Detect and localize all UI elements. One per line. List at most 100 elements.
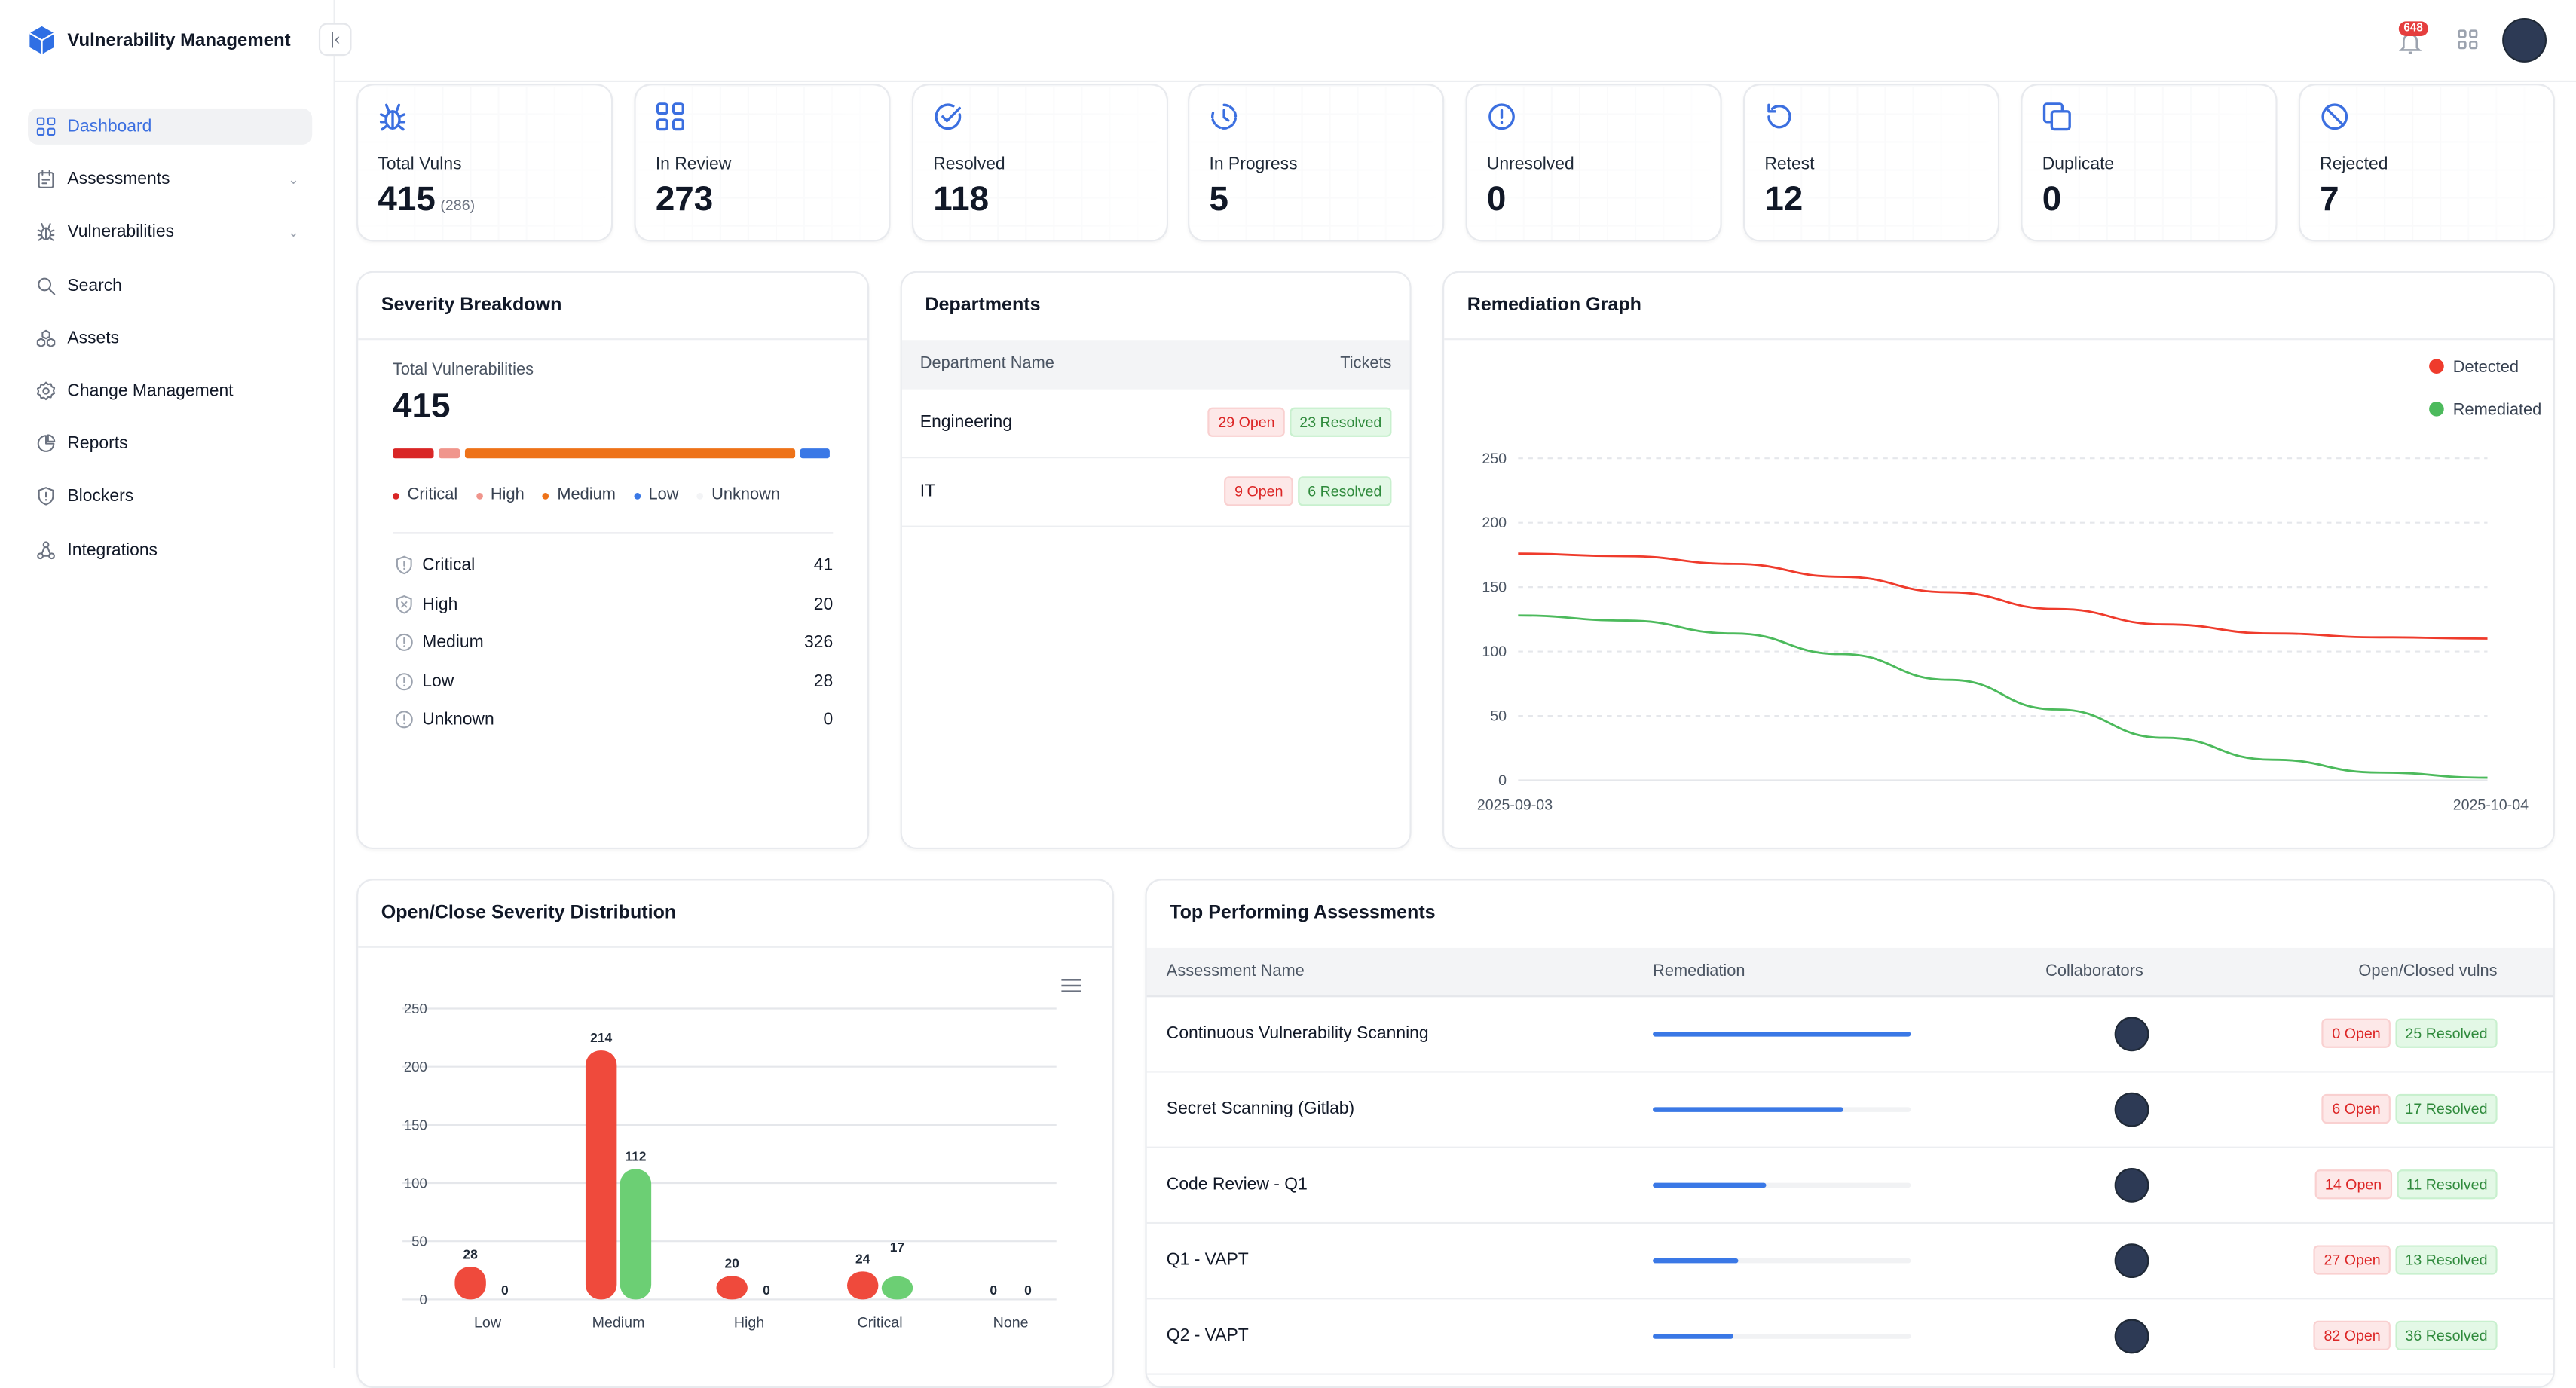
bug-icon bbox=[37, 223, 55, 241]
legend-item-unknown: Unknown bbox=[696, 486, 780, 504]
resolved-badge: 6 Resolved bbox=[1298, 476, 1392, 506]
data-label: 28 bbox=[463, 1246, 478, 1261]
data-label: 0 bbox=[990, 1283, 997, 1298]
series-line-detected bbox=[1518, 552, 2488, 640]
remediation-progress bbox=[1653, 1032, 1911, 1037]
chevron-down-icon: ⌄ bbox=[288, 224, 299, 240]
sidebar-item-assessments[interactable]: Assessments ⌄ bbox=[28, 161, 312, 197]
shield-icon bbox=[38, 487, 54, 506]
stat-card-retest[interactable]: Retest 12 bbox=[1742, 84, 2000, 242]
collaborator-avatar[interactable] bbox=[2114, 1017, 2149, 1052]
stat-label: Retest bbox=[1764, 154, 1815, 175]
data-label: 0 bbox=[501, 1283, 509, 1298]
assessment-row[interactable]: Code Review - Q1 14 Open 11 Resolved bbox=[1146, 1148, 2553, 1224]
severity-breakdown-panel: Severity Breakdown Total Vulnerabilities… bbox=[356, 271, 870, 850]
bar-medium-closed[interactable] bbox=[620, 1169, 652, 1300]
bar-critical-open[interactable] bbox=[847, 1271, 879, 1300]
stat-label: Duplicate bbox=[2042, 154, 2115, 175]
x-tick-label: High bbox=[734, 1314, 764, 1331]
bar-critical-closed[interactable] bbox=[881, 1276, 913, 1300]
assessment-row[interactable]: Secret Scanning (Gitlab) 6 Open 17 Resolv… bbox=[1146, 1073, 2553, 1148]
stat-label: Resolved bbox=[933, 154, 1005, 175]
legend-label[interactable]: Remediated bbox=[2453, 399, 2542, 418]
sidebar-item-blockers[interactable]: Blockers bbox=[28, 478, 312, 514]
sidebar-item-search[interactable]: Search bbox=[28, 268, 312, 304]
apps-grid-button[interactable] bbox=[2458, 29, 2478, 54]
legend-marker bbox=[2429, 402, 2444, 417]
legend-dot bbox=[633, 491, 641, 499]
stat-value: 0 bbox=[2042, 180, 2062, 219]
bar-low-open[interactable] bbox=[454, 1267, 486, 1300]
stat-card-duplicate[interactable]: Duplicate 0 bbox=[2021, 84, 2278, 242]
data-label: 17 bbox=[890, 1240, 904, 1255]
assessment-row[interactable]: Q1 - VAPT 27 Open 13 Resolved bbox=[1146, 1224, 2553, 1300]
collaborator-avatar[interactable] bbox=[2114, 1092, 2149, 1127]
stat-label: Rejected bbox=[2320, 154, 2388, 175]
stat-card-unresolved[interactable]: Unresolved 0 bbox=[1465, 84, 1722, 242]
severity-count: 28 bbox=[813, 671, 834, 691]
severity-label: Critical bbox=[422, 555, 476, 575]
bar-medium-open[interactable] bbox=[585, 1050, 617, 1300]
sidebar-item-label: Dashboard bbox=[67, 116, 152, 136]
data-label: 0 bbox=[763, 1283, 770, 1298]
shield-x-icon bbox=[396, 594, 412, 613]
column-header-open-closed: Open/Closed vulns bbox=[2358, 962, 2498, 981]
x-tick-label: Medium bbox=[592, 1314, 645, 1331]
column-header-tickets: Tickets bbox=[1340, 354, 1392, 373]
open-badge: 6 Open bbox=[2322, 1093, 2391, 1124]
user-avatar[interactable] bbox=[2502, 17, 2547, 63]
stat-card-in-progress[interactable]: In Progress 5 bbox=[1188, 84, 1445, 242]
open-badge: 27 Open bbox=[2314, 1245, 2391, 1275]
stat-card-in-review[interactable]: In Review 273 bbox=[634, 84, 891, 242]
resolved-badge: 17 Resolved bbox=[2395, 1093, 2498, 1124]
assessment-row[interactable]: Continuous Vulnerability Scanning 0 Open… bbox=[1146, 997, 2553, 1073]
app-logo[interactable]: Vulnerability Management bbox=[29, 26, 291, 54]
stat-value: 5 bbox=[1209, 180, 1228, 219]
chart-menu-button[interactable] bbox=[1061, 977, 1081, 998]
y-tick-label: 100 bbox=[404, 1176, 427, 1191]
alert-circle-icon bbox=[395, 672, 413, 690]
sidebar-item-label: Assessments bbox=[67, 169, 170, 189]
clipboard-icon bbox=[38, 170, 54, 188]
stat-card-total-vulns[interactable]: Total Vulns 415 (286) bbox=[356, 84, 613, 242]
stat-card-resolved[interactable]: Resolved 118 bbox=[911, 84, 1168, 242]
collaborator-avatar[interactable] bbox=[2114, 1243, 2149, 1279]
grid-icon bbox=[656, 102, 684, 131]
panel-title: Open/Close Severity Distribution bbox=[381, 903, 677, 924]
department-row[interactable]: Engineering 29 Open 23 Resolved bbox=[901, 390, 1410, 459]
assessment-row[interactable]: Q2 - VAPT 82 Open 36 Resolved bbox=[1146, 1299, 2553, 1375]
collaborator-avatar[interactable] bbox=[2114, 1319, 2149, 1354]
sidebar-item-vulnerabilities[interactable]: Vulnerabilities ⌄ bbox=[28, 213, 312, 249]
severity-label: Unknown bbox=[422, 709, 494, 729]
collapse-sidebar-button[interactable]: |‹ bbox=[318, 23, 352, 57]
x-tick-label: Critical bbox=[858, 1314, 903, 1331]
severity-count: 20 bbox=[813, 594, 834, 614]
legend-label[interactable]: Detected bbox=[2453, 357, 2519, 376]
app-title: Vulnerability Management bbox=[67, 30, 291, 50]
bar-high-open[interactable] bbox=[716, 1276, 748, 1300]
stat-card-rejected[interactable]: Rejected 7 bbox=[2298, 84, 2555, 242]
column-header-department: Department Name bbox=[919, 354, 1054, 373]
sidebar-item-dashboard[interactable]: Dashboard bbox=[28, 108, 313, 145]
notifications-button[interactable]: 648 bbox=[2395, 21, 2428, 56]
y-tick-label: 200 bbox=[1482, 515, 1507, 531]
sidebar-item-assets[interactable]: Assets bbox=[28, 320, 312, 356]
department-row[interactable]: IT 9 Open 6 Resolved bbox=[901, 458, 1410, 527]
legend-item-medium: Medium bbox=[542, 486, 616, 504]
resolved-badge: 11 Resolved bbox=[2396, 1169, 2498, 1200]
severity-label: Low bbox=[422, 671, 454, 691]
notification-count-badge: 648 bbox=[2398, 21, 2428, 36]
sidebar-item-label: Assets bbox=[67, 329, 120, 349]
sidebar-item-reports[interactable]: Reports bbox=[28, 426, 312, 462]
open-badge: 82 Open bbox=[2314, 1320, 2391, 1350]
hamburger-menu-icon bbox=[1061, 979, 1081, 992]
assessment-name: Q1 - VAPT bbox=[1166, 1249, 1249, 1270]
x-tick-label: None bbox=[993, 1314, 1029, 1331]
gear-icon bbox=[36, 381, 56, 401]
legend-label: Unknown bbox=[711, 486, 781, 505]
sidebar-item-change-management[interactable]: Change Management bbox=[28, 373, 312, 409]
collaborator-avatar[interactable] bbox=[2114, 1167, 2149, 1203]
sidebar-item-integrations[interactable]: Integrations bbox=[28, 532, 312, 568]
refresh-icon bbox=[1767, 103, 1791, 129]
legend-label: High bbox=[490, 486, 525, 505]
